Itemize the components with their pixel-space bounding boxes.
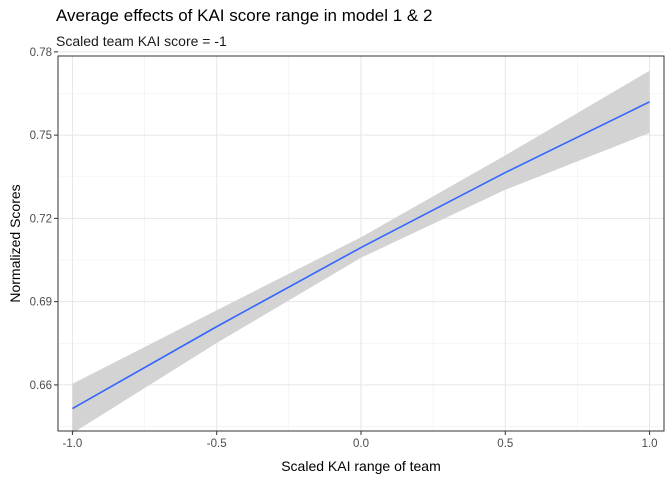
confidence-band — [72, 70, 650, 434]
x-tick-label: 0.0 — [353, 438, 369, 450]
series-lines — [72, 101, 650, 410]
x-tick-label: 1.0 — [642, 438, 658, 450]
confidence-band-area — [72, 70, 650, 434]
y-tick-label: 0.69 — [30, 297, 52, 309]
x-axis-title: Scaled KAI range of team — [281, 458, 441, 474]
y-axis-title: Normalized Scores — [7, 184, 23, 302]
x-tick-label: -0.5 — [207, 438, 227, 450]
y-tick-label: 0.75 — [30, 130, 52, 142]
y-axis: 0.66 0.69 0.72 0.75 0.78 — [30, 47, 58, 392]
chart-title: Average effects of KAI score range in mo… — [56, 6, 433, 25]
x-tick-label: -1.0 — [63, 438, 83, 450]
y-tick-label: 0.78 — [30, 47, 52, 59]
x-axis: -1.0 -0.5 0.0 0.5 1.0 — [63, 431, 658, 450]
x-tick-label: 0.5 — [497, 438, 513, 450]
fitted-line — [72, 101, 650, 410]
y-tick-label: 0.72 — [30, 213, 52, 225]
grid-lines — [58, 51, 664, 431]
chart-subtitle: Scaled team KAI score = -1 — [56, 33, 227, 49]
y-tick-label: 0.66 — [30, 380, 52, 392]
